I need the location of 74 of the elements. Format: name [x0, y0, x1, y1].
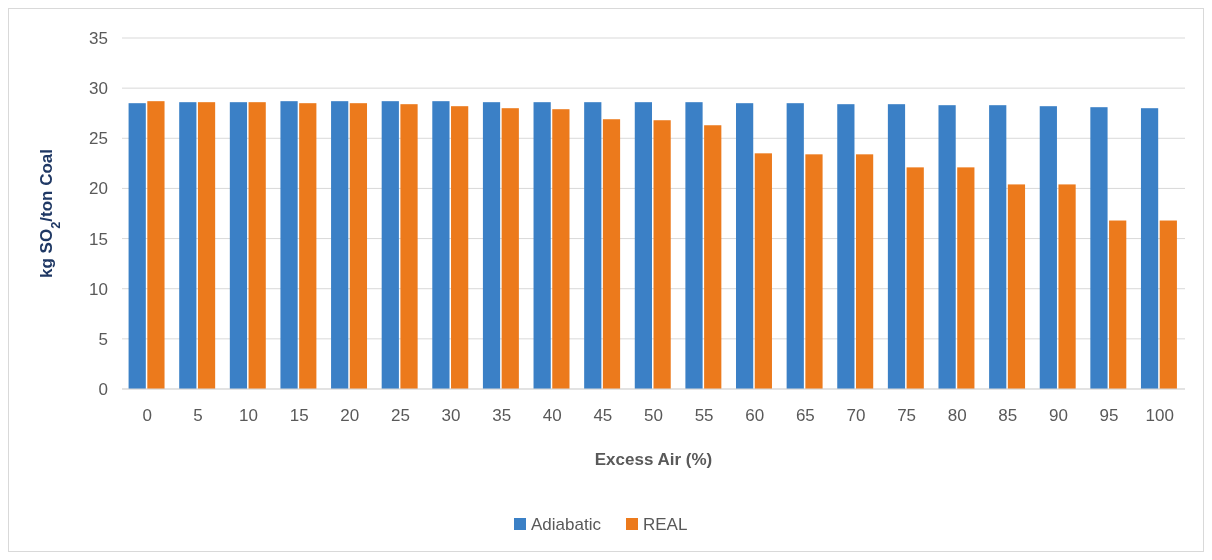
x-tick-label: 35: [492, 406, 512, 425]
bar: [299, 103, 317, 389]
bar: [584, 102, 602, 389]
x-tick-label: 0: [142, 406, 153, 425]
x-tick-label: 90: [1048, 406, 1068, 425]
bar: [197, 102, 216, 389]
bar: [381, 101, 399, 389]
bar: [887, 104, 906, 389]
y-tick-label: 5: [98, 329, 108, 349]
bar: [754, 153, 772, 389]
bar: [938, 105, 956, 389]
bar: [147, 101, 165, 389]
bar: [229, 102, 248, 389]
x-tick-label: 75: [897, 406, 917, 425]
x-axis-title: Excess Air (%): [594, 450, 713, 469]
x-tick-label: 80: [947, 406, 967, 425]
bar: [989, 105, 1007, 389]
x-tick-label: 25: [390, 406, 410, 425]
x-tick-label: 15: [289, 406, 309, 425]
y-tick-label: 30: [89, 79, 108, 99]
bar: [482, 102, 501, 389]
x-tick-label: 95: [1099, 406, 1119, 425]
bar: [602, 119, 621, 389]
y-tick-label: 10: [89, 279, 108, 299]
x-tick-label: 55: [694, 406, 714, 425]
bar: [736, 103, 754, 389]
bar: [906, 167, 924, 389]
bar: [349, 103, 368, 389]
bar: [653, 120, 671, 389]
bar: [1109, 220, 1127, 389]
x-tick-label: 100: [1145, 406, 1174, 425]
x-tick-label: 10: [239, 406, 259, 425]
bar: [331, 101, 349, 389]
bar: [248, 102, 266, 389]
bar: [685, 102, 703, 389]
y-tick-label: 35: [89, 28, 108, 48]
bar: [432, 101, 450, 389]
bar: [634, 102, 652, 389]
bar: [400, 104, 418, 389]
bar: [837, 104, 855, 389]
bar: [957, 167, 975, 389]
bar: [451, 106, 469, 389]
x-tick-label: 70: [846, 406, 866, 425]
x-tick-label: 45: [593, 406, 613, 425]
legend-label: Adiabatic: [531, 514, 602, 534]
bar: [805, 154, 823, 389]
bar: [1159, 220, 1177, 389]
bar: [128, 103, 146, 389]
bar: [1058, 184, 1076, 389]
x-tick-label: 50: [644, 406, 663, 425]
y-tick-label: 20: [89, 179, 108, 199]
bar: [533, 102, 551, 389]
x-tick-label: 30: [441, 406, 461, 425]
legend-label: REAL: [643, 514, 688, 534]
bar: [501, 108, 519, 389]
bar: [704, 125, 722, 389]
y-tick-label: 0: [98, 379, 108, 399]
bar: [786, 103, 804, 389]
x-tick-label: 5: [193, 406, 203, 425]
x-tick-label: 65: [795, 406, 815, 425]
x-tick-label: 60: [745, 406, 765, 425]
y-tick-label: 15: [89, 229, 108, 249]
bar: [1039, 106, 1057, 389]
x-tick-label: 20: [340, 406, 360, 425]
bar: [1007, 184, 1026, 389]
bar: [1090, 107, 1108, 389]
bar: [280, 101, 298, 389]
y-tick-label: 25: [89, 129, 108, 149]
x-tick-label: 40: [542, 406, 562, 425]
x-tick-label: 85: [998, 406, 1018, 425]
bar: [552, 109, 570, 389]
bar: [855, 154, 874, 389]
bar: [1140, 108, 1159, 389]
bar: [179, 102, 197, 389]
